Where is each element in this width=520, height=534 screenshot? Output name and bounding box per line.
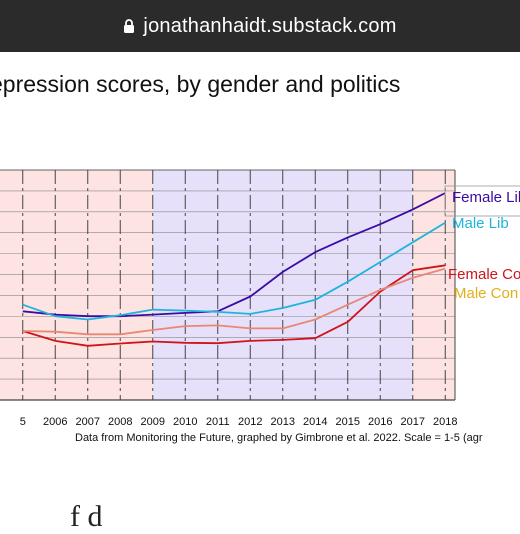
legend-label: Male Con bbox=[454, 285, 518, 302]
chart-title: epression scores, by gender and politics bbox=[0, 71, 401, 97]
x-tick-label: 2018 bbox=[433, 416, 457, 428]
x-tick-label: 2014 bbox=[303, 416, 327, 428]
background-band-2 bbox=[412, 170, 455, 400]
chart-caption: Data from Monitoring the Future, graphed… bbox=[75, 432, 483, 444]
background-band-0 bbox=[0, 170, 153, 400]
x-tick-label: 2011 bbox=[206, 416, 230, 428]
x-tick-label: 2012 bbox=[238, 416, 262, 428]
legend-label: Female Lib bbox=[452, 189, 520, 206]
series-line-male-lib bbox=[22, 221, 446, 321]
depression-chart: 5 2006 2007 2008 2009 2010 2011 2012 2013 2014 201… bbox=[0, 169, 520, 428]
x-tick-label: 2008 bbox=[108, 416, 132, 428]
series-line-female-lib bbox=[22, 192, 446, 318]
series-line-male-con bbox=[22, 267, 446, 336]
series-line-female-co bbox=[22, 264, 446, 347]
x-tick-label: 5 bbox=[20, 416, 26, 428]
x-tick-label: 2007 bbox=[76, 416, 100, 428]
lock-icon bbox=[124, 19, 135, 33]
x-tick-label: 2015 bbox=[336, 416, 360, 428]
address-bar[interactable]: jonathanhaidt.substack.com bbox=[0, 0, 520, 52]
x-tick-label: 2013 bbox=[271, 416, 295, 428]
url-text: jonathanhaidt.substack.com bbox=[143, 14, 397, 37]
legend-label: Female Co bbox=[448, 266, 520, 283]
x-tick-label: 2006 bbox=[43, 416, 67, 428]
x-tick-label: 2016 bbox=[368, 416, 392, 428]
x-tick-label: 2010 bbox=[173, 416, 197, 428]
x-tick-label: 2017 bbox=[401, 416, 425, 428]
x-tick-label: 2009 bbox=[141, 416, 165, 428]
legend-box bbox=[444, 185, 520, 217]
article-text-fragment: f d bbox=[70, 500, 103, 533]
legend-label: Male Lib bbox=[452, 215, 509, 232]
